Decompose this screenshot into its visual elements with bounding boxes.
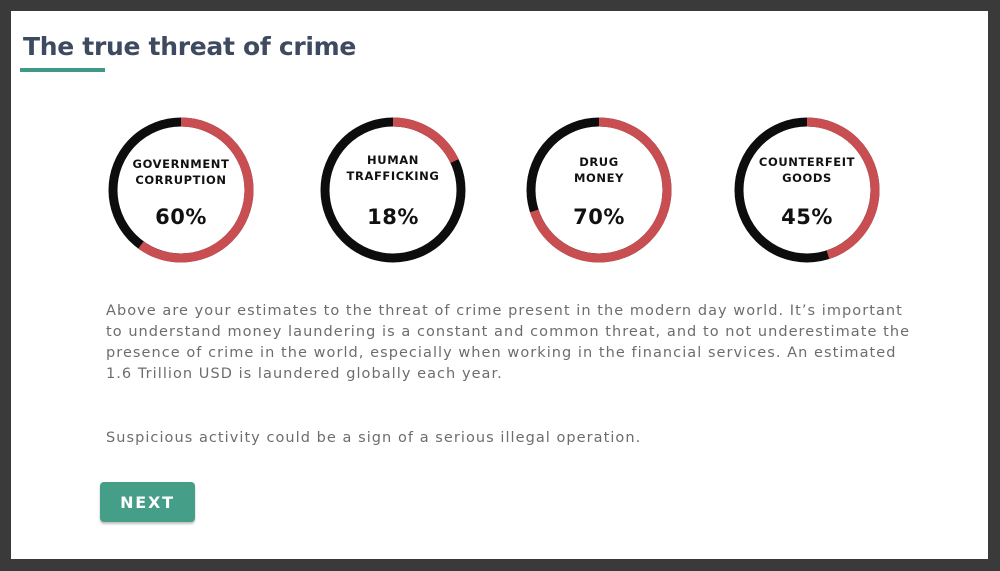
gauge-human-trafficking: HUMAN TRAFFICKING 18% (317, 114, 469, 266)
gauge-drug-money: DRUG MONEY 70% (523, 114, 675, 266)
page-title: The true threat of crime (23, 32, 357, 61)
gauge-label-line: COUNTERFEIT (758, 155, 856, 169)
gauge-ring (320, 117, 466, 263)
title-underline (20, 68, 105, 72)
gauge-label-line: TRAFFICKING (346, 169, 440, 183)
gauge-label: HUMAN TRAFFICKING (317, 152, 469, 184)
gauge-label-line: GOODS (782, 171, 832, 185)
gauge-label: GOVERNMENT CORRUPTION (105, 156, 257, 188)
slide-frame: The true threat of crime GOVERNMENT CORR… (11, 11, 988, 559)
gauge-ring (108, 117, 254, 263)
gauge-value: 60% (155, 205, 207, 229)
gauge-label-line: GOVERNMENT (132, 157, 230, 171)
gauge-value: 18% (367, 205, 419, 229)
gauge-ring (526, 117, 672, 263)
gauge-counterfeit-goods: COUNTERFEIT GOODS 45% (731, 114, 883, 266)
gauge-value: 70% (573, 205, 625, 229)
gauge-fill (320, 117, 466, 263)
gauge-label-line: MONEY (573, 171, 625, 185)
gauge-fill (734, 117, 880, 263)
gauge-value: 45% (781, 205, 833, 229)
gauge-label: COUNTERFEIT GOODS (731, 154, 883, 186)
gauge-fill (108, 117, 254, 263)
gauge-government-corruption: GOVERNMENT CORRUPTION 60% (105, 114, 257, 266)
gauge-label-line: CORRUPTION (135, 173, 227, 187)
gauge-label: DRUG MONEY (523, 154, 675, 186)
body-paragraph-2: Suspicious activity could be a sign of a… (106, 430, 642, 446)
body-paragraph-1: Above are your estimates to the threat o… (106, 303, 911, 382)
gauge-fill (526, 117, 672, 263)
gauge-label-line: DRUG (579, 155, 619, 169)
next-button[interactable]: NEXT (100, 482, 195, 522)
gauge-label-line: HUMAN (367, 153, 419, 167)
gauge-ring (734, 117, 880, 263)
